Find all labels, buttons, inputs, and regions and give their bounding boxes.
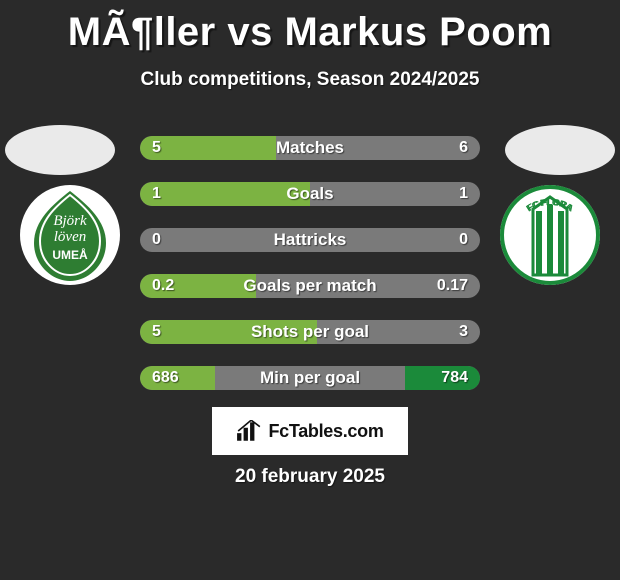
stat-value-right: 0.17	[437, 274, 468, 298]
footer-date: 20 february 2025	[0, 466, 620, 488]
stat-row: 1Goals1	[140, 182, 480, 206]
stat-value-right: 3	[459, 320, 468, 344]
stat-label: Hattricks	[140, 228, 480, 252]
brand-icon	[236, 420, 262, 442]
stat-value-right: 0	[459, 228, 468, 252]
svg-text:UMEÅ: UMEÅ	[52, 247, 88, 262]
svg-text:löven: löven	[54, 229, 86, 245]
club-crest-left: Björk löven UMEÅ	[20, 185, 120, 285]
brand-text: FcTables.com	[268, 421, 383, 442]
stat-label: Goals	[140, 182, 480, 206]
stat-label: Goals per match	[140, 274, 480, 298]
stat-label: Min per goal	[140, 366, 480, 390]
stat-label: Matches	[140, 136, 480, 160]
club-crest-right: FC FLORA FCFLORA	[500, 185, 600, 285]
stat-row: 0.2Goals per match0.17	[140, 274, 480, 298]
stat-row: 5Matches6	[140, 136, 480, 160]
stat-label: Shots per goal	[140, 320, 480, 344]
svg-text:Björk: Björk	[53, 213, 87, 229]
stat-row: 5Shots per goal3	[140, 320, 480, 344]
player-image-left	[5, 125, 115, 175]
stat-value-right: 784	[441, 366, 468, 390]
stat-row: 686Min per goal784	[140, 366, 480, 390]
stat-row: 0Hattricks0	[140, 228, 480, 252]
stat-value-right: 1	[459, 182, 468, 206]
brand-link[interactable]: FcTables.com	[212, 407, 408, 455]
player-image-right	[505, 125, 615, 175]
stat-value-right: 6	[459, 136, 468, 160]
subtitle: Club competitions, Season 2024/2025	[0, 69, 620, 91]
stat-bars: 5Matches6 1Goals1 0Hattricks0 0.2Goals per …	[140, 136, 480, 412]
page-title: MÃ¶ller vs Markus Poom	[0, 10, 620, 55]
